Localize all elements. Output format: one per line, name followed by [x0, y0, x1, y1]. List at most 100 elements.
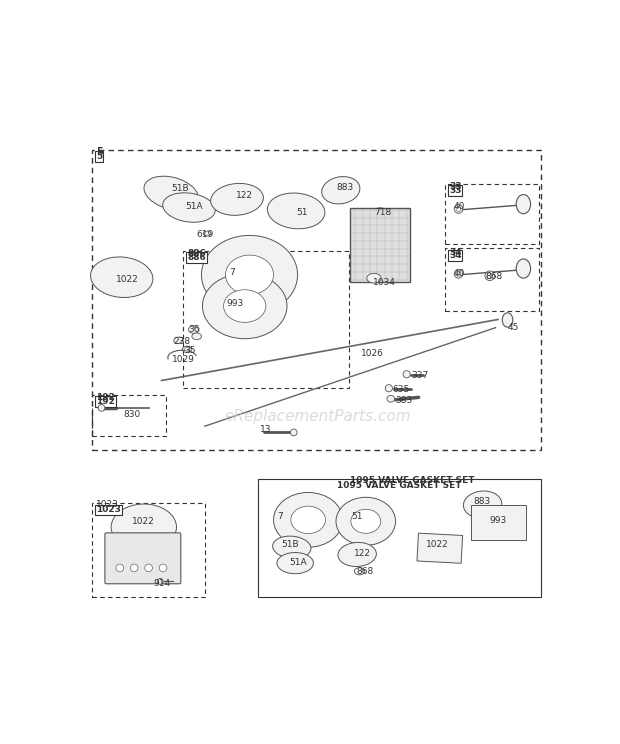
Ellipse shape	[338, 542, 376, 566]
Text: 1095 VALVE GASKET SET: 1095 VALVE GASKET SET	[337, 481, 462, 490]
Ellipse shape	[188, 326, 199, 333]
Text: 914: 914	[153, 579, 170, 588]
Ellipse shape	[144, 564, 153, 571]
Text: 868: 868	[356, 567, 373, 577]
Ellipse shape	[211, 184, 264, 215]
Ellipse shape	[387, 395, 395, 403]
Ellipse shape	[226, 255, 273, 295]
Text: 883: 883	[473, 497, 490, 506]
Text: 51A: 51A	[185, 202, 203, 211]
Text: 886: 886	[187, 249, 206, 258]
Bar	[184, 251, 349, 388]
Ellipse shape	[322, 176, 360, 204]
Text: 5: 5	[95, 153, 102, 161]
Text: 34: 34	[450, 248, 462, 257]
Ellipse shape	[174, 337, 183, 343]
Ellipse shape	[159, 564, 167, 571]
Ellipse shape	[277, 553, 314, 574]
Text: 383: 383	[396, 397, 413, 405]
Text: 993: 993	[226, 299, 244, 308]
Text: 635: 635	[392, 385, 409, 394]
Ellipse shape	[502, 312, 513, 327]
Ellipse shape	[454, 269, 463, 278]
Text: 34: 34	[449, 251, 461, 260]
Ellipse shape	[454, 205, 463, 214]
Ellipse shape	[516, 195, 531, 214]
Text: 7: 7	[277, 512, 283, 521]
Ellipse shape	[403, 371, 410, 378]
Ellipse shape	[98, 405, 105, 411]
Text: 1026: 1026	[361, 349, 384, 358]
Text: 883: 883	[336, 183, 353, 192]
Ellipse shape	[385, 385, 392, 392]
Text: 7: 7	[229, 268, 234, 277]
Ellipse shape	[116, 564, 123, 571]
Ellipse shape	[157, 579, 163, 584]
Text: 1095 VALVE GASKET SET: 1095 VALVE GASKET SET	[350, 476, 474, 485]
Ellipse shape	[354, 568, 365, 575]
Ellipse shape	[203, 231, 211, 236]
Text: 122: 122	[236, 191, 253, 200]
Text: 40: 40	[453, 269, 464, 278]
Bar	[92, 395, 166, 436]
Ellipse shape	[516, 259, 531, 278]
Ellipse shape	[456, 207, 461, 211]
Ellipse shape	[367, 273, 381, 283]
Text: 1022: 1022	[132, 517, 154, 526]
Ellipse shape	[192, 333, 202, 340]
Text: 33: 33	[450, 182, 462, 191]
Text: 337: 337	[411, 371, 428, 380]
Ellipse shape	[224, 289, 266, 322]
Text: 1022: 1022	[426, 540, 449, 549]
Ellipse shape	[273, 493, 343, 548]
Text: eReplacementParts.com: eReplacementParts.com	[224, 409, 411, 424]
Ellipse shape	[184, 347, 190, 351]
Ellipse shape	[273, 536, 311, 559]
Text: 5: 5	[97, 147, 104, 157]
Text: 122: 122	[354, 549, 371, 558]
Ellipse shape	[144, 176, 198, 210]
Text: 51: 51	[352, 512, 363, 521]
Text: 1034: 1034	[373, 278, 396, 286]
Text: 1023: 1023	[95, 505, 121, 514]
Ellipse shape	[111, 504, 177, 550]
Text: 718: 718	[374, 208, 391, 217]
Text: 192: 192	[95, 397, 115, 406]
Bar	[92, 150, 541, 450]
Ellipse shape	[336, 497, 396, 545]
Text: 868: 868	[485, 272, 502, 280]
Ellipse shape	[351, 510, 381, 533]
Ellipse shape	[91, 257, 153, 298]
Ellipse shape	[485, 271, 495, 280]
Text: 192: 192	[96, 394, 115, 403]
Text: 35: 35	[185, 346, 196, 355]
Ellipse shape	[162, 193, 215, 222]
Text: 51B: 51B	[281, 540, 299, 549]
Text: 36: 36	[188, 325, 200, 334]
Text: 830: 830	[123, 410, 140, 419]
Ellipse shape	[202, 235, 298, 314]
Bar	[92, 503, 205, 597]
Ellipse shape	[202, 273, 287, 339]
Text: 33: 33	[449, 186, 461, 195]
Bar	[445, 248, 539, 311]
FancyBboxPatch shape	[105, 533, 181, 584]
Text: 1029: 1029	[172, 355, 195, 364]
Text: 1023: 1023	[96, 501, 119, 510]
Ellipse shape	[267, 193, 325, 229]
Ellipse shape	[374, 208, 386, 214]
Ellipse shape	[291, 506, 326, 533]
Text: 51B: 51B	[171, 184, 189, 193]
Text: 993: 993	[489, 516, 507, 525]
Text: 13: 13	[260, 425, 272, 434]
Ellipse shape	[456, 272, 461, 276]
Text: 40: 40	[453, 202, 464, 211]
Text: 1022: 1022	[116, 275, 139, 284]
Text: 51: 51	[296, 208, 308, 217]
Ellipse shape	[182, 346, 192, 353]
Text: 238: 238	[174, 336, 191, 346]
Ellipse shape	[487, 273, 493, 279]
Bar	[445, 184, 539, 243]
Text: 51A: 51A	[289, 558, 306, 567]
Bar	[471, 505, 526, 540]
